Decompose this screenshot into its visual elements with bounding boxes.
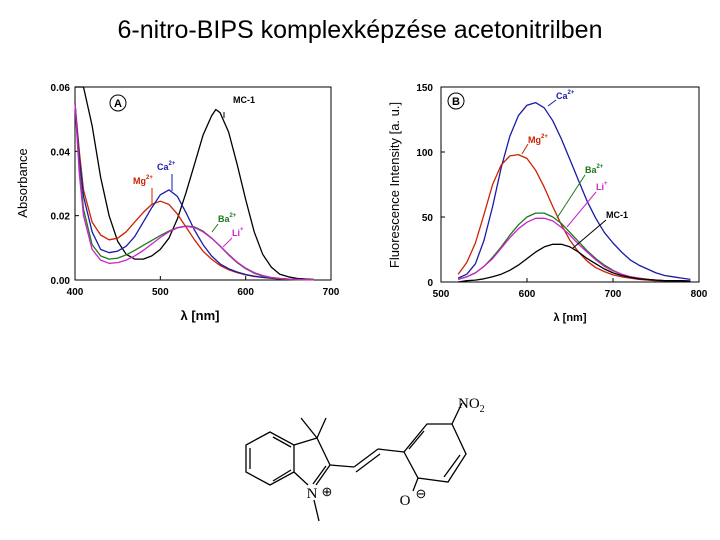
panel-b-x-tick-label: 700 <box>605 289 622 300</box>
panel-a-y-tick-label: 0.06 <box>51 83 71 94</box>
panel-a-plot-frame <box>74 86 332 281</box>
oxygen-charge: ⊖ <box>416 486 427 501</box>
panel-b-series-label-mg: Mg2+ <box>528 134 548 145</box>
panel-b-series-label-mc-1: MC-1 <box>606 210 628 220</box>
oxygen-label: O <box>400 493 411 509</box>
panel-b-badge: B <box>452 96 460 108</box>
panel-b-badge-circle <box>447 92 465 110</box>
panel-b-y-tick-label: 0 <box>427 278 433 289</box>
panel-b-y-tick-label: 100 <box>416 148 433 159</box>
panel-a-series-label-li: Li+ <box>232 227 244 238</box>
panel-b-fluorescence-chart: 500 600 700 800 0 50 100 150 Ca2+ Mg2+ Ba2+ Li+ MC-… <box>387 83 708 324</box>
panel-b-x-tick-label: 500 <box>433 289 450 300</box>
panel-b-series-label-ba: Ba2+ <box>585 164 604 175</box>
panel-a-label-leader-ba <box>211 223 219 233</box>
panel-b-y-tick-label: 150 <box>416 83 433 94</box>
panel-a-x-tick-label: 700 <box>323 287 340 298</box>
panel-a-y-axis-title: Absorbance <box>15 148 30 217</box>
benzene-ring-left <box>245 431 295 486</box>
panel-b-x-axis-title: λ [nm] <box>554 312 587 324</box>
vinyl-bridge <box>329 448 405 473</box>
panel-b-series-mc-1 <box>458 243 691 283</box>
five-membered-ring <box>293 417 331 522</box>
panel-b-x-tick-label: 800 <box>691 289 708 300</box>
panel-a-x-tick-label: 500 <box>152 287 169 298</box>
panel-b-label-leader-ca <box>547 99 557 107</box>
panel-b-label-leader-ba <box>556 174 586 219</box>
panel-a-x-tick-label: 400 <box>67 287 84 298</box>
nitrogen-charge: ⊕ <box>322 484 333 499</box>
panel-a-series-mg <box>74 103 314 281</box>
panel-a-y-tick-label: 0.02 <box>51 212 71 223</box>
panel-b-x-tick-label: 600 <box>519 289 536 300</box>
panel-b-label-leader-mc-1 <box>572 219 607 249</box>
panel-a-badge: A <box>114 98 122 110</box>
benzene-ring-right <box>403 402 467 492</box>
panel-a-y-tick-label: 0.00 <box>51 276 71 287</box>
panel-a-series-li <box>74 103 314 281</box>
panel-a-badge-circle <box>109 94 127 112</box>
panel-a-series-ca <box>74 103 314 281</box>
panel-a-absorbance-chart: 400 500 600 700 0.00 0.02 0.04 0.06 MC-1 Mg2+ Ca2… <box>15 83 340 323</box>
merocyanine-structure <box>245 402 467 522</box>
panel-a-label-leader-li <box>222 237 233 248</box>
panel-a-series-label-ca: Ca2+ <box>157 161 176 172</box>
panel-b-series-label-li: Li+ <box>596 181 608 192</box>
panel-a-series-ba <box>74 103 314 281</box>
panel-a-series-label-mg: Mg2+ <box>133 175 153 186</box>
panel-a-x-tick-label: 600 <box>237 287 254 298</box>
panel-a-y-tick-label: 0.04 <box>51 147 71 158</box>
panel-b-plot-frame <box>440 86 700 283</box>
panel-b-series-ca <box>457 101 691 281</box>
slide-title: 6-nitro-BIPS komplexképzése acetonitrilb… <box>117 16 603 44</box>
nitrogen-label: N <box>307 486 318 502</box>
nitro-group-label: NO2 <box>458 396 485 415</box>
panel-a-series-label-ba: Ba2+ <box>218 213 237 224</box>
panel-b-label-leader-mg <box>521 143 529 155</box>
panel-b-y-tick-label: 50 <box>422 213 434 224</box>
panel-b-label-leader-li <box>566 191 597 228</box>
panel-a-series-mc-1 <box>75 86 314 281</box>
panel-b-y-axis-title: Fluorescence Intensity [a. u.] <box>387 102 402 268</box>
panel-a-series-label-mc-1: MC-1 <box>233 95 255 105</box>
panel-a-x-axis-title: λ [nm] <box>181 308 220 323</box>
panel-b-series-label-ca: Ca2+ <box>556 90 575 101</box>
